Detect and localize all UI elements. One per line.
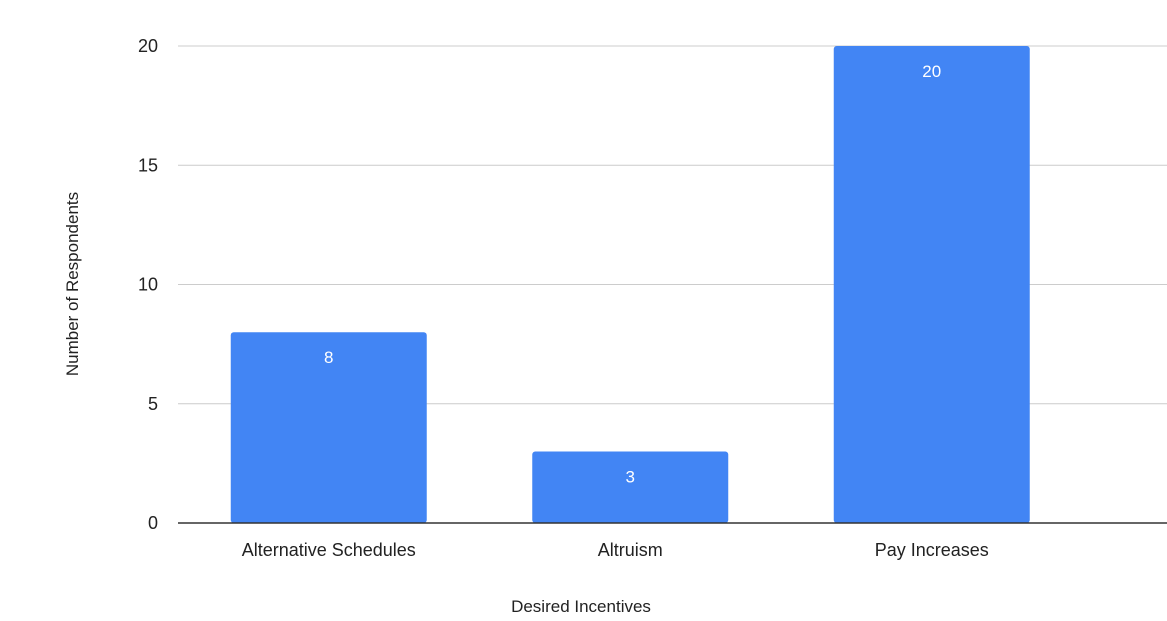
y-tick-label: 0 [148, 513, 158, 533]
x-axis-label: Desired Incentives [511, 597, 651, 616]
x-tick-label: Altruism [598, 540, 663, 560]
bar [532, 451, 729, 523]
y-tick-label: 15 [138, 155, 158, 175]
data-label: 20 [922, 62, 941, 81]
data-label: 3 [626, 467, 635, 486]
x-tick-label: Pay Increases [875, 540, 989, 560]
y-tick-label: 5 [148, 394, 158, 414]
bar [833, 46, 1030, 523]
y-tick-label: 20 [138, 36, 158, 56]
x-tick-label: Alternative Schedules [242, 540, 416, 560]
y-axis-label: Number of Respondents [63, 192, 82, 376]
y-tick-label: 10 [138, 275, 158, 295]
bar [230, 332, 427, 523]
data-label: 8 [324, 348, 333, 367]
